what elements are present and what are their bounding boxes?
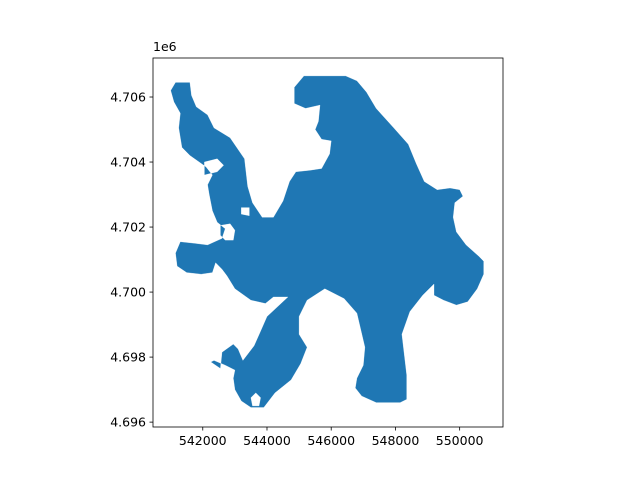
x-tick-label: 550000 xyxy=(436,433,484,448)
x-tick-label: 542000 xyxy=(179,433,227,448)
map-shape xyxy=(170,75,484,408)
y-tick-label: 4.702 xyxy=(110,220,146,235)
y-tick-label: 4.698 xyxy=(110,350,146,365)
axes-frame xyxy=(152,57,504,428)
y-axis-offset-label: 1e6 xyxy=(153,39,177,54)
x-tick-label: 548000 xyxy=(372,433,420,448)
x-tick-label: 544000 xyxy=(243,433,291,448)
y-tick-label: 4.700 xyxy=(110,285,146,300)
y-tick-label: 4.704 xyxy=(110,155,146,170)
x-axis: 542000 544000 546000 548000 550000 xyxy=(179,427,484,448)
plot-area xyxy=(170,75,484,408)
x-tick-label: 546000 xyxy=(307,433,355,448)
y-tick-label: 4.706 xyxy=(110,90,146,105)
y-tick-label: 4.696 xyxy=(110,415,146,430)
y-axis: 4.696 4.698 4.700 4.702 4.704 4.706 xyxy=(110,90,153,430)
